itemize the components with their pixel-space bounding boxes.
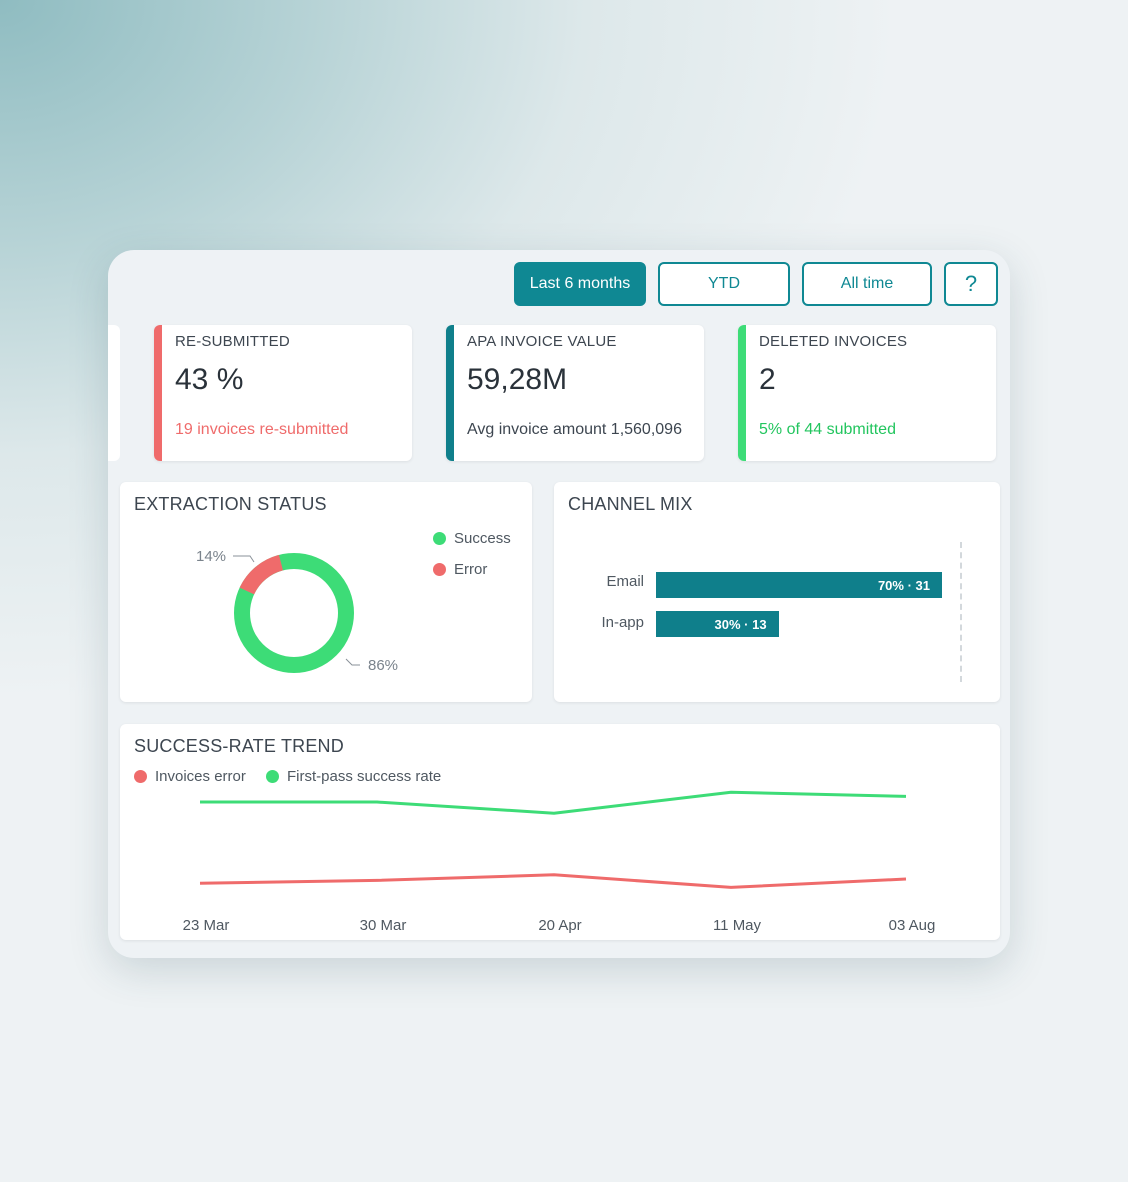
x-tick-label: 20 Apr (538, 917, 581, 934)
kpi-subtext: Avg invoice amount 1,560,096 (467, 421, 682, 438)
kpi-card-resubmitted: RE-SUBMITTED 43 % 19 invoices re-submitt… (154, 325, 412, 461)
kpi-accent-bar (738, 325, 746, 461)
card-title: CHANNEL MIX (568, 494, 693, 514)
series-line-success-rate (200, 790, 907, 815)
filter-all-time-button[interactable]: All time (802, 262, 932, 306)
dashboard-panel: Last 6 months YTD All time ? RE-SUBMITTE… (108, 250, 1010, 958)
legend-invoices-error: Invoices error (134, 768, 246, 785)
filter-last-6-months-button[interactable]: Last 6 months (514, 262, 646, 306)
channel-label-inapp: In-app (601, 614, 644, 631)
kpi-label: APA INVOICE VALUE (467, 333, 617, 350)
legend-first-pass: First-pass success rate (266, 768, 441, 785)
kpi-value: 43 % (175, 363, 244, 396)
kpi-accent-bar (154, 325, 162, 461)
legend-success-label: First-pass success rate (287, 768, 442, 785)
kpi-subtext: 5% of 44 submitted (759, 421, 896, 438)
error-pct-label: 14% (196, 548, 226, 565)
trend-line-chart: 23 Mar 30 Mar 20 Apr 11 May 03 Aug (183, 790, 936, 934)
donut-success-arc (234, 553, 354, 673)
success-rate-trend-card: SUCCESS-RATE TREND Invoices error First-… (120, 724, 1000, 940)
kpi-card-deleted: DELETED INVOICES 2 5% of 44 submitted (738, 325, 996, 461)
success-dot-icon (266, 770, 279, 783)
success-pct-label: 86% (368, 657, 398, 674)
success-dot-icon (433, 532, 446, 545)
success-leader-line (345, 658, 360, 666)
kpi-label: DELETED INVOICES (759, 333, 908, 350)
legend-error-label: Error (454, 561, 488, 578)
legend-error-label: Invoices error (155, 768, 246, 785)
date-filter-group: Last 6 months YTD All time ? (514, 262, 998, 306)
legend-success: Success (433, 530, 511, 547)
channel-mix-card: CHANNEL MIX Email In-app 70% · 31 30% · … (554, 482, 1000, 702)
extraction-status-card: EXTRACTION STATUS Success Error 14% 86% (120, 482, 532, 702)
kpi-value: 2 (759, 363, 776, 396)
kpi-card-partial (108, 325, 120, 461)
channel-label-email: Email (606, 573, 644, 590)
kpi-accent-bar (446, 325, 454, 461)
x-tick-label: 23 Mar (183, 917, 230, 934)
help-button[interactable]: ? (944, 262, 998, 306)
channel-reference-line (960, 542, 962, 682)
legend-error: Error (433, 561, 487, 578)
series-line-invoices-error (199, 873, 907, 889)
kpi-value: 59,28M (467, 363, 568, 396)
channel-bar-inapp: 30% · 13 (656, 611, 779, 637)
x-tick-label: 11 May (713, 917, 762, 934)
filter-ytd-button[interactable]: YTD (658, 262, 790, 306)
kpi-label: RE-SUBMITTED (175, 333, 290, 350)
kpi-card-invoice-value: APA INVOICE VALUE 59,28M Avg invoice amo… (446, 325, 704, 461)
card-title: EXTRACTION STATUS (134, 494, 327, 514)
error-leader-line (233, 555, 255, 563)
donut-chart: 14% 86% (196, 548, 398, 674)
legend-success-label: Success (454, 530, 511, 547)
channel-bar-email: 70% · 31 (656, 572, 942, 598)
error-dot-icon (433, 563, 446, 576)
card-title: SUCCESS-RATE TREND (134, 736, 344, 756)
error-dot-icon (134, 770, 147, 783)
x-tick-label: 30 Mar (360, 917, 407, 934)
x-tick-label: 03 Aug (889, 917, 936, 934)
kpi-subtext: 19 invoices re-submitted (175, 421, 349, 438)
